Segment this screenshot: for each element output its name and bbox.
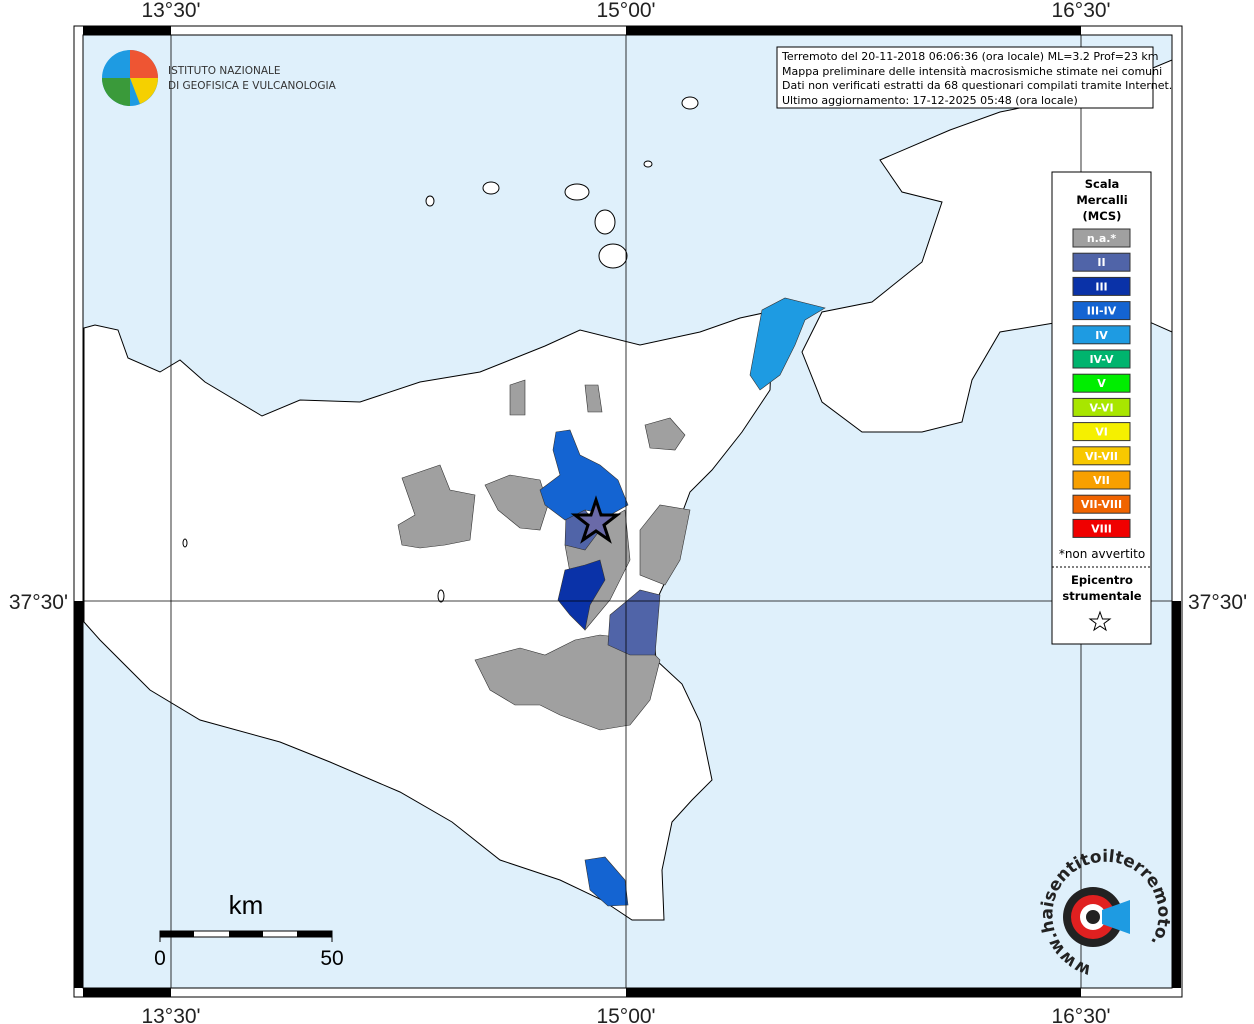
lon-label: 13°30' [141,0,200,22]
legend-swatch [1072,252,1131,272]
lat-label: 37°30' [1188,591,1247,614]
legend-label: VI-VII [1085,450,1118,463]
legend-label: V-VI [1089,401,1113,414]
scale-bar: km 0 50 [154,890,344,970]
logo-text: ISTITUTO NAZIONALE [168,65,281,77]
legend-swatch [1072,228,1131,248]
legend-label: VII-VIII [1081,498,1122,511]
legend-swatch [1072,301,1131,321]
scale-label: 50 [320,947,343,970]
legend-swatch [1072,446,1131,466]
lon-label: 13°30' [141,1005,200,1024]
legend-swatch [1072,494,1131,514]
info-line: Ultimo aggiornamento: 17-12-2025 05:48 (… [782,94,1078,107]
legend-label: V [1097,377,1106,390]
lon-label: 16°30' [1051,0,1110,22]
legend: Scala Mercalli (MCS) *non avvertito Epic… [1051,171,1152,645]
frame [73,25,1183,998]
logo-text: DI GEOFISICA E VULCANOLOGIA [168,80,337,92]
legend-title: Mercalli [1076,193,1127,207]
legend-label: VI [1095,426,1108,439]
intensity-areas [397,297,826,907]
info-line: Terremoto del 20-11-2018 06:06:36 (ora l… [781,50,1159,63]
lon-label: 15°00' [596,0,655,22]
lat-label: 37°30' [9,591,68,614]
ingv-logo: ISTITUTO NAZIONALE DI GEOFISICA E VULCAN… [102,50,337,106]
legend-label: VII [1093,474,1110,487]
info-line: Mappa preliminare delle intensità macros… [782,65,1162,78]
legend-title: (MCS) [1083,209,1122,223]
legend-label: III [1095,280,1107,293]
legend-swatch [1072,422,1131,442]
lon-label: 15°00' [596,1005,655,1024]
scale-label: 0 [154,947,166,970]
legend-note: *non avvertito [1059,547,1145,561]
info-line: Dati non verificati estratti da 68 quest… [782,79,1172,92]
islands [182,96,699,603]
scale-unit: km [229,890,264,920]
legend-label: III-IV [1087,305,1117,318]
legend-swatch [1072,470,1131,490]
legend-label: VIII [1091,522,1112,535]
epicentre-star [570,495,622,544]
legend-swatch [1072,325,1131,345]
legend-swatch [1072,349,1131,369]
info-box [776,46,1154,109]
legend-swatch [1072,397,1131,417]
legend-swatch [1072,518,1131,538]
legend-swatch [1072,276,1131,296]
legend-epicentre: Epicentro [1071,573,1133,587]
legend-label: n.a.* [1087,232,1117,245]
lon-label: 16°30' [1051,1005,1110,1024]
legend-swatch [1072,373,1131,393]
legend-label: IV-V [1089,353,1114,366]
legend-title: Scala [1085,177,1120,191]
legend-epicentre: strumentale [1062,589,1141,603]
legend-label: II [1097,256,1105,269]
legend-label: IV [1095,329,1108,342]
